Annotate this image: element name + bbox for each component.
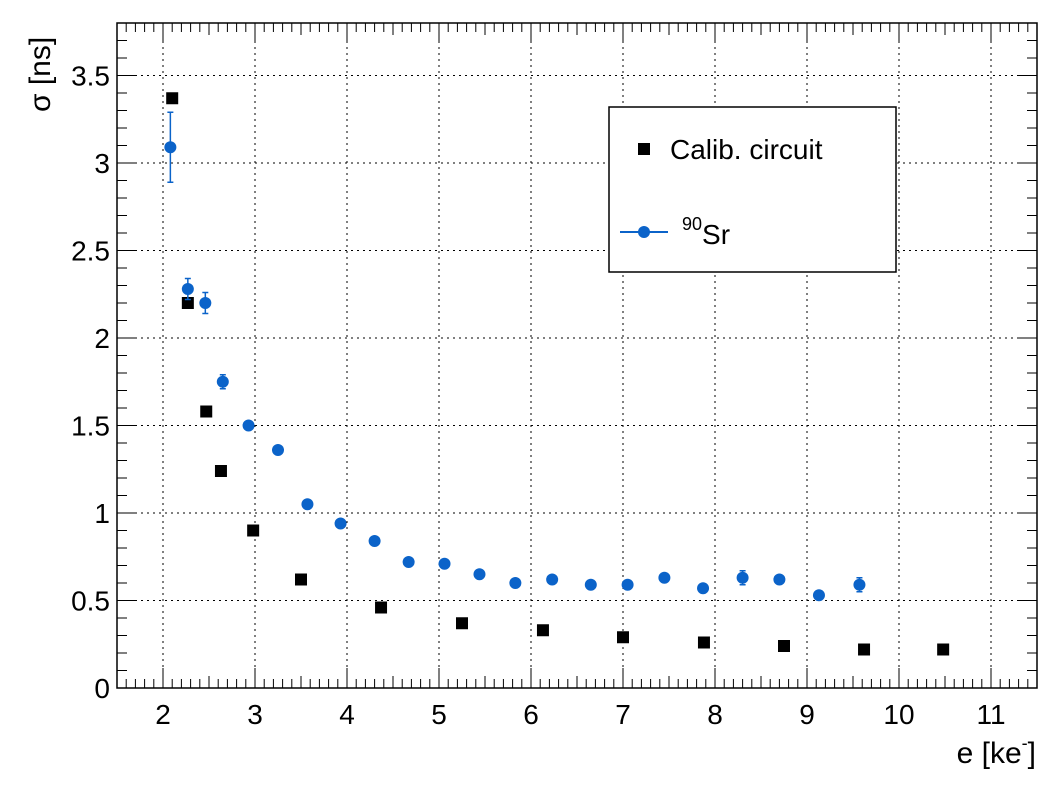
- y-tick-label: 0: [94, 673, 110, 704]
- legend-label-calib: Calib. circuit: [670, 134, 823, 165]
- y-tick-label: 3.5: [71, 61, 110, 92]
- y-tick-label: 1.5: [71, 411, 110, 442]
- sr90-point: [334, 517, 347, 530]
- x-tick-label: 4: [339, 699, 355, 730]
- calib-point: [536, 624, 549, 637]
- sr90-point: [438, 557, 451, 570]
- sr90-point: [509, 577, 522, 589]
- sr90-point: [812, 589, 825, 602]
- legend-marker-sr: [638, 226, 650, 238]
- x-tick-labels: 2 3 4 5 6 7 8 9 10 11: [155, 699, 1005, 730]
- sr90-point: [402, 556, 415, 568]
- calib-point: [697, 636, 710, 649]
- sr90-point: [773, 573, 786, 586]
- x-tick-label: 7: [615, 699, 631, 730]
- sr90-point: [368, 535, 381, 547]
- legend-label-sr-sup: 90: [682, 214, 702, 234]
- sr90-point: [546, 573, 559, 586]
- x-tick-label: 2: [155, 699, 171, 730]
- grid-lines: [117, 23, 1037, 688]
- sr90-point: [272, 444, 284, 456]
- x-tick-label: 5: [431, 699, 447, 730]
- legend-box: [608, 106, 897, 273]
- sr90-point: [621, 578, 634, 591]
- calib-point: [858, 643, 871, 656]
- y-tick-labels: 0 0.5 1 1.5 2 2.5 3 3.5: [71, 61, 110, 705]
- legend-marker-calib: [638, 143, 650, 155]
- sr90-point: [301, 498, 314, 511]
- y-tick-label: 1: [94, 498, 110, 529]
- legend: Calib. circuit 90Sr: [608, 106, 897, 273]
- x-axis-title-main: e [ke: [957, 737, 1022, 770]
- calib-point: [375, 601, 388, 614]
- x-tick-label: 8: [707, 699, 723, 730]
- y-tick-label: 2.5: [71, 236, 110, 267]
- sr90-point: [181, 283, 194, 295]
- x-tick-label: 10: [883, 699, 914, 730]
- calib-point: [295, 573, 307, 586]
- sr90-point: [584, 578, 597, 591]
- x-tick-label: 9: [799, 699, 815, 730]
- legend-label-sr: 90Sr: [682, 214, 730, 250]
- sr90-point: [736, 571, 749, 584]
- data-marks: [164, 92, 950, 656]
- calib-point: [456, 617, 468, 630]
- sr90-point: [658, 571, 671, 584]
- y-axis-title: σ [ns]: [24, 37, 57, 112]
- x-axis-title-sup: -: [1022, 733, 1028, 753]
- axis-ticks: [117, 22, 1037, 689]
- calib-point: [778, 640, 790, 652]
- y-tick-label: 2: [94, 323, 110, 354]
- x-tick-label: 6: [523, 699, 539, 730]
- sr90-point: [697, 582, 710, 595]
- y-tick-label: 0.5: [71, 586, 110, 617]
- sr90-point: [242, 419, 255, 432]
- calib-point: [617, 631, 629, 644]
- calib-point: [214, 465, 227, 477]
- sr90-point: [216, 375, 229, 388]
- sr90-point: [473, 568, 486, 581]
- sr90-point: [164, 141, 177, 154]
- x-tick-label: 11: [976, 699, 1005, 730]
- y-tick-label: 3: [94, 148, 110, 179]
- x-axis-title: e [ke-]: [957, 733, 1036, 770]
- x-axis-title-end: ]: [1028, 737, 1036, 770]
- calib-point: [937, 643, 950, 656]
- legend-label-sr-main: Sr: [702, 219, 730, 250]
- calib-point: [200, 405, 213, 418]
- calib-point: [247, 524, 260, 537]
- sr90-point: [853, 578, 866, 591]
- sr90-point: [199, 297, 212, 309]
- calib-point: [166, 92, 179, 105]
- x-tick-label: 3: [247, 699, 263, 730]
